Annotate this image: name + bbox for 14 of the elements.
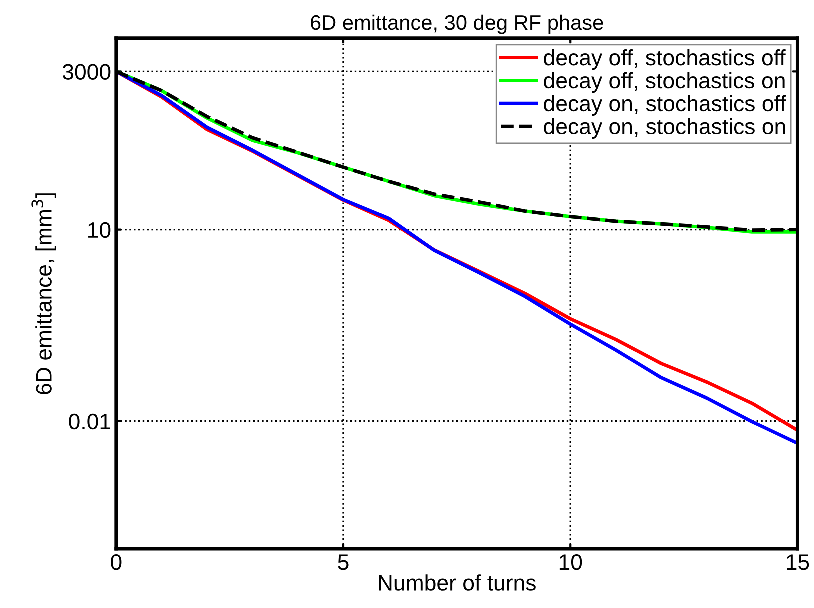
y-axis-title: 6D emittance, [mm$^{3}$] [32, 194, 56, 394]
legend-label: decay on, stochastics on [544, 118, 786, 139]
legend-label: decay off, stochastics off [544, 49, 786, 70]
y-tick-label: 3000 [62, 64, 111, 80]
y-tick-label: 0.01 [69, 414, 110, 430]
y-tick-label: 10 [88, 222, 111, 238]
x-axis-title: Number of turns [379, 574, 536, 591]
x-tick-label: 10 [560, 554, 582, 570]
legend-label: decay on, stochastics off [544, 95, 786, 116]
x-tick-label: 5 [338, 554, 349, 570]
chart-title: 6D emittance, 30 deg RF phase [311, 14, 604, 34]
x-tick-label: 15 [787, 554, 810, 570]
x-tick-label: 0 [111, 554, 122, 570]
legend-label: decay off, stochastics on [544, 72, 785, 94]
